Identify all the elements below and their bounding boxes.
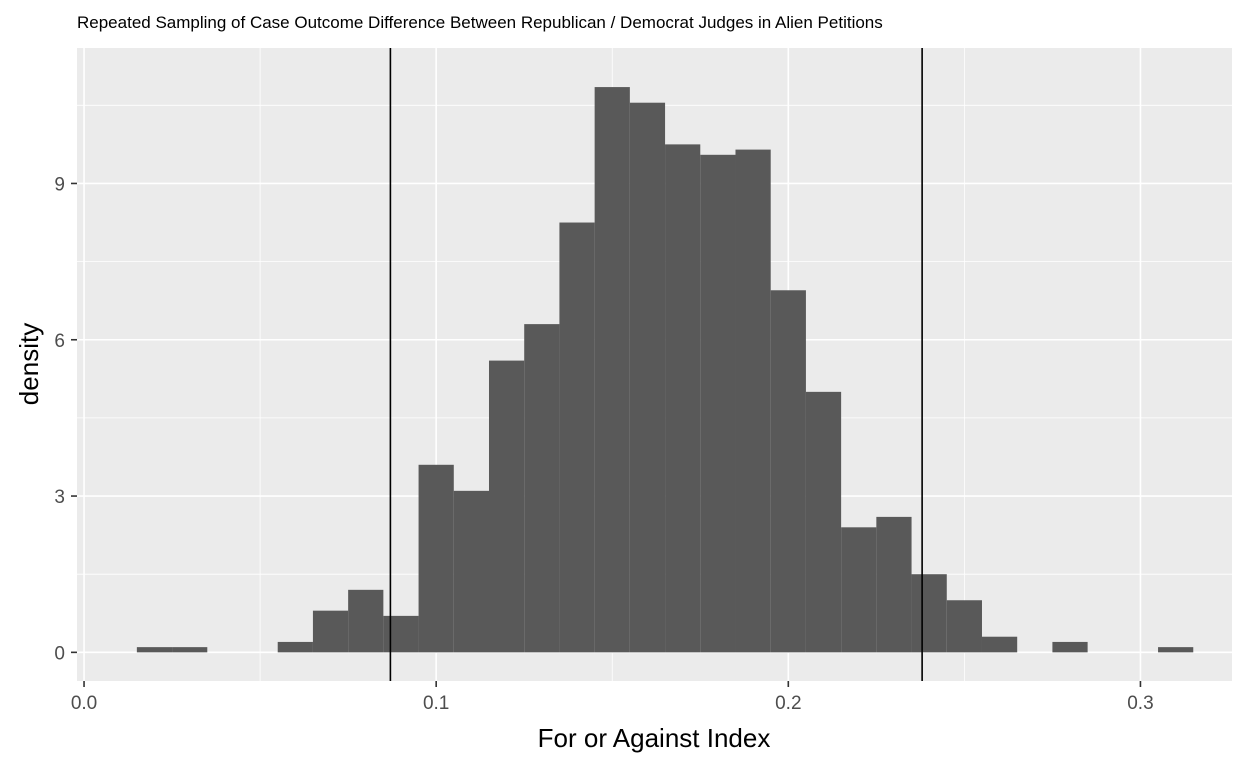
histogram-bar	[911, 574, 947, 653]
x-tick-label: 0.2	[775, 693, 801, 714]
histogram-bar	[805, 391, 842, 653]
histogram-bar	[418, 464, 454, 653]
x-tick-label: 0.0	[71, 693, 97, 714]
histogram-bar	[770, 290, 806, 653]
histogram-bar	[665, 144, 701, 653]
histogram-bar	[981, 636, 1018, 653]
histogram-bar	[277, 641, 313, 653]
interval-lines	[389, 48, 923, 681]
histogram-bar	[946, 600, 982, 653]
axis-tick-labels: 0.0 0.1 0.2 0.3 0 3 6 9	[54, 174, 1153, 714]
histogram-bar	[629, 102, 666, 653]
histogram-bar	[1052, 641, 1088, 653]
histogram-bar	[172, 647, 208, 653]
x-tick-label: 0.3	[1127, 693, 1153, 714]
histogram-bar	[841, 527, 877, 653]
x-tick-label: 0.1	[423, 693, 449, 714]
y-axis-title: density	[14, 323, 44, 405]
histogram-bar	[876, 516, 912, 653]
y-tick-label: 9	[54, 174, 65, 195]
histogram-bar	[312, 610, 349, 653]
chart-title: Repeated Sampling of Case Outcome Differ…	[77, 13, 883, 32]
x-axis-title: For or Against Index	[538, 723, 771, 753]
histogram-bar	[453, 490, 489, 653]
y-tick-label: 6	[54, 331, 65, 352]
y-tick-label: 3	[54, 487, 65, 508]
histogram-bar	[735, 149, 771, 653]
histogram-bar	[348, 589, 384, 653]
histogram-bar	[559, 222, 595, 653]
histogram-bar	[594, 87, 630, 653]
histogram-bars	[136, 87, 1194, 653]
axis-ticks	[71, 182, 1142, 687]
histogram-bar	[136, 647, 173, 653]
histogram-bar	[1158, 647, 1194, 653]
histogram-bar	[700, 154, 736, 653]
histogram-bar	[524, 324, 560, 653]
histogram-bar	[383, 615, 419, 653]
histogram-bar	[488, 360, 525, 653]
y-tick-label: 0	[54, 643, 65, 664]
